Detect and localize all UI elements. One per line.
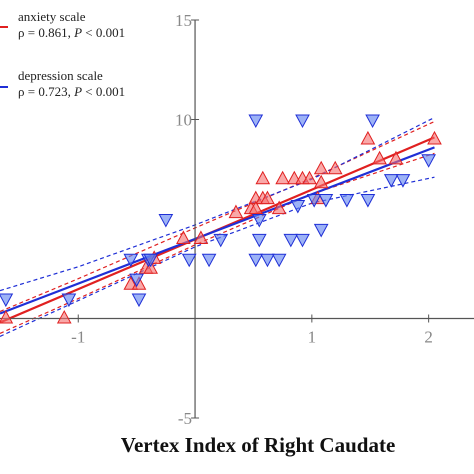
depression-point	[318, 194, 334, 208]
x-axis-title: Vertex Index of Right Caudate	[121, 433, 396, 457]
depression-point	[313, 223, 329, 238]
legend-depression-label: depression scale	[18, 68, 103, 83]
depression-point	[129, 273, 144, 288]
axes	[0, 20, 474, 418]
regression-lines	[0, 136, 435, 324]
depression-point	[383, 174, 399, 188]
legend-anxiety-label: anxiety scale	[18, 9, 86, 24]
depression-point	[290, 200, 306, 214]
anxiety-point	[302, 170, 317, 185]
anxiety-point	[275, 170, 290, 185]
anxiety-point	[143, 260, 159, 274]
depression-point	[181, 253, 197, 268]
anxiety-point	[193, 230, 209, 244]
depression-point	[123, 253, 139, 268]
y-tick-label: 15	[175, 11, 192, 30]
data-points	[0, 114, 442, 324]
depression-point	[251, 213, 267, 228]
depression-point	[248, 114, 264, 128]
depression-point	[143, 253, 159, 268]
depression-point	[271, 253, 287, 268]
depression-point	[248, 253, 264, 268]
depression-point	[283, 233, 299, 248]
depression-point	[213, 233, 229, 248]
anxiety-point	[427, 130, 442, 145]
depression-point	[0, 293, 14, 308]
y-tick-label: 10	[175, 111, 192, 130]
confidence-bands	[0, 116, 435, 337]
legend-anxiety-stat: ρ = 0.861, P < 0.001	[18, 25, 125, 40]
legend-depression-stat: ρ = 0.723, P < 0.001	[18, 84, 125, 99]
anxiety-ci-lower-band	[0, 152, 435, 334]
anxiety-point	[313, 174, 329, 189]
anxiety-point	[255, 170, 271, 185]
anxiety-point	[0, 310, 14, 324]
anxiety-point	[360, 130, 376, 145]
anxiety-point	[260, 190, 275, 205]
legend: anxiety scale ρ = 0.861, P < 0.001 depre…	[0, 9, 125, 99]
depression-point	[260, 253, 275, 268]
anxiety-point	[313, 160, 329, 175]
depression-point	[61, 293, 77, 308]
depression-point	[158, 213, 174, 228]
anxiety-point	[248, 200, 264, 215]
depression-point	[306, 194, 322, 208]
depression-fit-line	[0, 146, 435, 315]
depression-point	[421, 154, 436, 168]
anxiety-point	[271, 200, 287, 215]
depression-point	[131, 293, 147, 308]
depression-point	[395, 174, 411, 188]
depression-point	[339, 194, 355, 208]
anxiety-point	[228, 204, 244, 219]
depression-point	[365, 114, 380, 128]
x-tick-label: 2	[424, 328, 433, 347]
depression-point	[251, 233, 267, 248]
y-tick-label: -5	[178, 409, 192, 428]
tick-labels: -1 1 2 -5 10 15	[71, 11, 433, 428]
anxiety-point	[327, 160, 343, 175]
x-tick-label: -1	[71, 328, 85, 347]
x-tick-label: 1	[308, 328, 317, 347]
anxiety-point	[176, 230, 191, 244]
depression-point	[295, 233, 310, 248]
anxiety-point	[372, 150, 387, 165]
anxiety-point	[56, 310, 72, 324]
depression-point	[360, 194, 376, 208]
anxiety-point	[388, 150, 404, 165]
depression-point	[295, 114, 310, 128]
depression-point	[201, 253, 217, 268]
